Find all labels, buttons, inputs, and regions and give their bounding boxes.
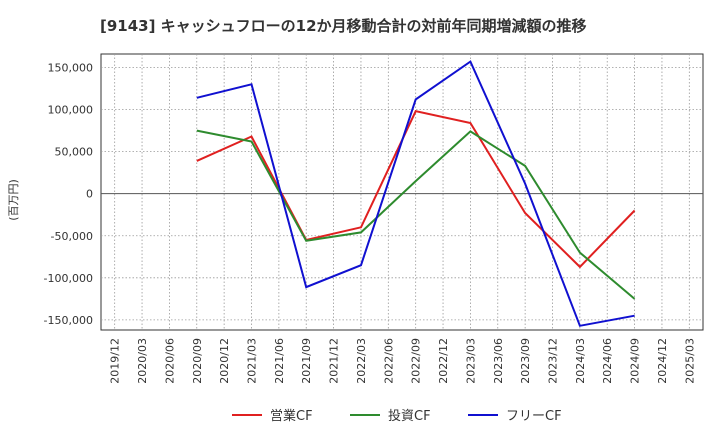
- legend: 営業CF 投資CF フリーCF: [232, 408, 562, 424]
- x-tick-label: 2022/12: [437, 338, 450, 384]
- legend-item-2: 投資CF: [350, 408, 431, 424]
- legend-label: フリーCF: [506, 409, 562, 424]
- x-tick-label: 2023/03: [464, 338, 477, 384]
- x-tick-label: 2022/09: [410, 338, 423, 384]
- legend-label: 営業CF: [270, 408, 313, 424]
- series-line-3: [196, 60, 635, 327]
- chart-title: [9143] キャッシュフローの12か月移動合計の対前年同期増減額の推移: [100, 17, 587, 35]
- y-axis-label: (百万円): [7, 179, 20, 221]
- x-tick-label: 2019/12: [109, 338, 122, 384]
- x-tick-label: 2020/09: [191, 338, 204, 384]
- x-tick-label: 2020/03: [136, 338, 149, 384]
- y-tick-label: 0: [86, 188, 93, 201]
- series-line-2: [196, 129, 636, 300]
- series-line-1: [196, 110, 636, 269]
- x-tick-label: 2025/03: [683, 338, 696, 384]
- legend-label: 投資CF: [388, 408, 431, 424]
- x-tick-label: 2023/09: [519, 338, 532, 384]
- y-tick-label: -150,000: [44, 314, 93, 327]
- x-tick-label: 2020/06: [163, 338, 176, 384]
- x-tick-label: 2021/03: [246, 338, 259, 384]
- x-tick-label: 2024/09: [629, 338, 642, 384]
- legend-item-1: 営業CF: [232, 408, 313, 424]
- plot-area: 150,000 100,000 50,000 0 -50,000 -100,000 -150…: [44, 53, 704, 384]
- x-tick-label: 2023/06: [492, 338, 505, 384]
- x-tick-label: 2022/03: [355, 338, 368, 384]
- legend-item-3: フリーCF: [468, 409, 562, 424]
- x-tick-label: 2024/06: [601, 338, 614, 384]
- y-tick-label: 100,000: [48, 104, 94, 117]
- y-tick-label: 50,000: [55, 146, 94, 159]
- x-tick-label: 2024/12: [656, 338, 669, 384]
- x-tick-label: 2021/06: [273, 338, 286, 384]
- x-tick-label: 2023/12: [547, 338, 560, 384]
- x-tick-label: 2020/12: [218, 338, 231, 384]
- x-tick-label: 2021/12: [328, 338, 341, 384]
- y-tick-label: -50,000: [51, 230, 93, 243]
- x-tick-label: 2024/03: [574, 338, 587, 384]
- x-tick-label: 2021/09: [300, 338, 313, 384]
- x-tick-label: 2022/06: [382, 338, 395, 384]
- y-tick-label: 150,000: [48, 61, 94, 74]
- plot-frame: [100, 53, 704, 331]
- y-tick-label: -100,000: [44, 272, 93, 285]
